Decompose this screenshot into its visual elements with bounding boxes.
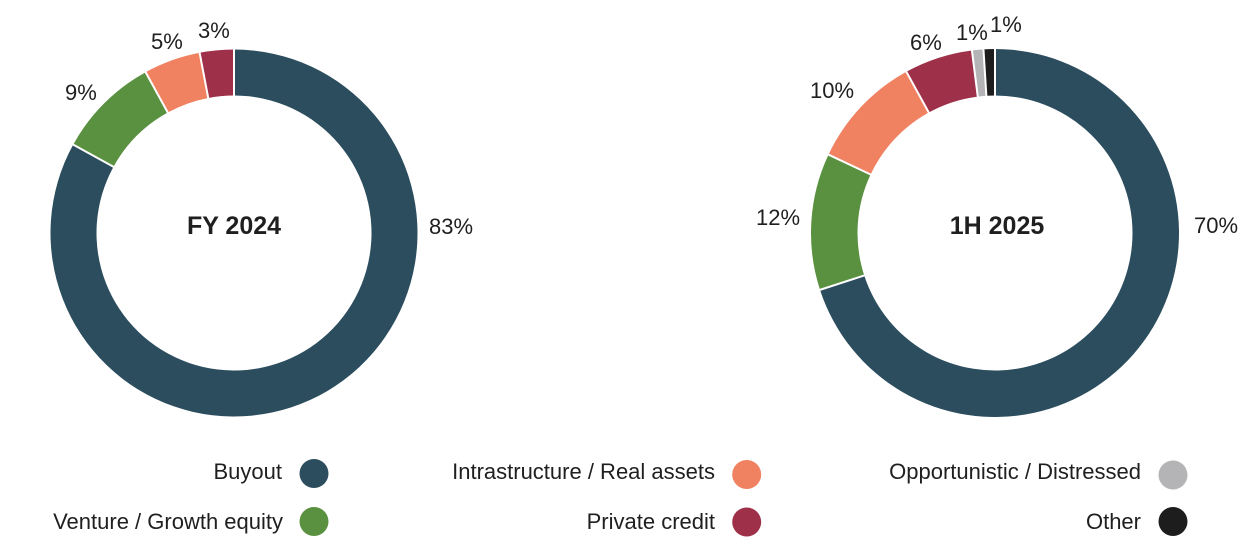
svg-text:1%: 1% (990, 12, 1022, 37)
svg-text:Private credit: Private credit (587, 509, 715, 534)
svg-text:1H 2025: 1H 2025 (950, 212, 1045, 240)
svg-text:83%: 83% (429, 214, 473, 239)
svg-text:5%: 5% (151, 29, 183, 54)
svg-text:Intrastructure / Real assets: Intrastructure / Real assets (452, 459, 715, 484)
svg-text:1%: 1% (956, 20, 988, 45)
svg-text:9%: 9% (65, 80, 97, 105)
svg-text:Other: Other (1086, 509, 1141, 534)
svg-text:10%: 10% (810, 78, 854, 103)
svg-text:Buyout: Buyout (214, 459, 283, 484)
svg-text:70%: 70% (1194, 213, 1238, 238)
svg-text:3%: 3% (198, 18, 230, 43)
svg-text:Opportunistic / Distressed: Opportunistic / Distressed (889, 459, 1141, 484)
svg-text:Venture / Growth equity: Venture / Growth equity (53, 509, 283, 534)
svg-text:FY 2024: FY 2024 (187, 212, 281, 240)
svg-text:6%: 6% (910, 30, 942, 55)
svg-text:12%: 12% (756, 205, 800, 230)
